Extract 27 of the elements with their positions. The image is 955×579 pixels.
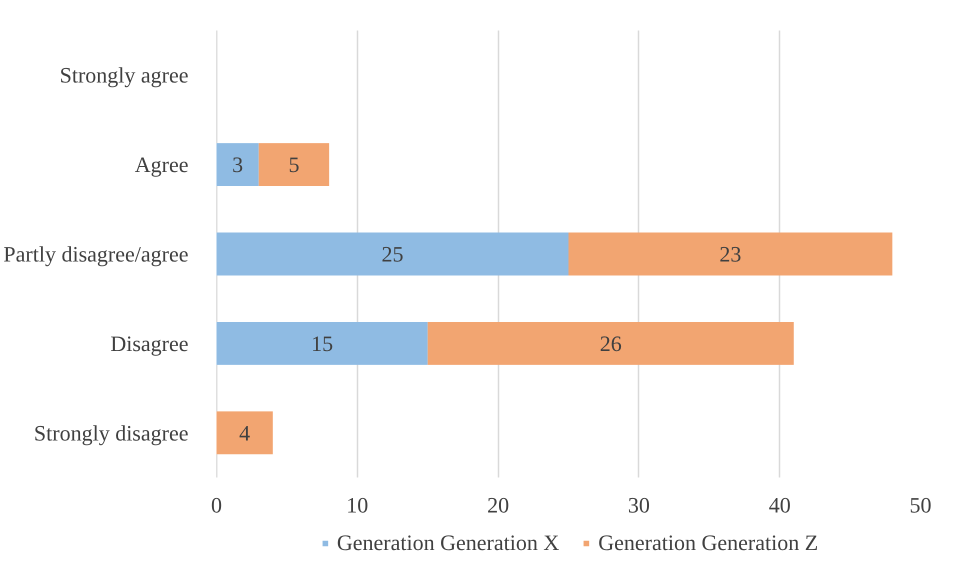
y-tick-label: Strongly disagree — [34, 420, 189, 446]
bar — [428, 322, 794, 365]
bar — [216, 232, 568, 276]
data-label: 23 — [719, 242, 742, 266]
legend-label: Generation Generation Z — [598, 530, 818, 556]
x-tick-label: 30 — [628, 492, 650, 518]
bar — [258, 143, 330, 186]
y-tick-label: Partly disagree/agree — [3, 242, 188, 266]
y-tick-label: Strongly agree — [60, 62, 188, 88]
x-tick-label: 50 — [910, 492, 932, 518]
data-label: 26 — [600, 330, 622, 356]
x-tick-label: 40 — [768, 492, 791, 518]
bar — [216, 322, 428, 365]
data-label: 15 — [311, 330, 334, 356]
data-label: 4 — [239, 420, 250, 446]
x-tick-label: 10 — [346, 492, 368, 518]
bar — [216, 143, 259, 186]
data-label: 25 — [382, 242, 404, 266]
x-tick-label: 20 — [487, 492, 510, 518]
data-label: 3 — [232, 152, 244, 178]
bar — [216, 411, 273, 454]
y-tick-label: Disagree — [110, 330, 189, 356]
data-label: 5 — [288, 152, 300, 178]
bar — [568, 232, 892, 276]
legend-label: Generation Generation X — [336, 530, 560, 556]
x-tick-label: 0 — [211, 492, 222, 518]
y-tick-label: Agree — [134, 152, 189, 178]
